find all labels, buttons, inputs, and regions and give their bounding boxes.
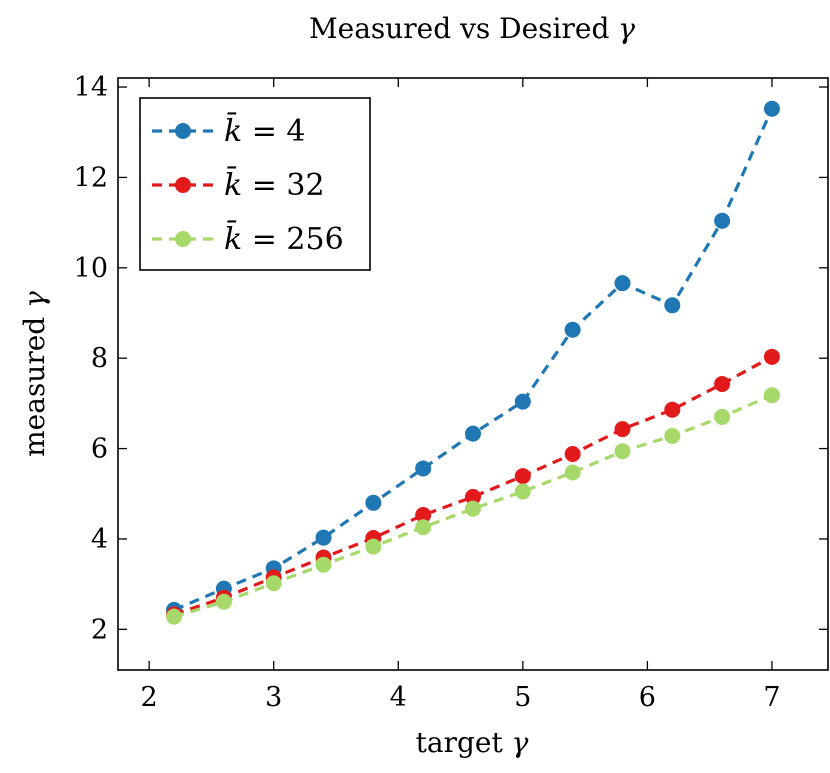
y-tick-label: 8: [91, 343, 108, 374]
data-point-series-2: [564, 464, 581, 481]
data-point-series-2: [514, 483, 531, 500]
data-point-series-0: [415, 460, 432, 477]
data-point-series-1: [763, 348, 780, 365]
y-tick-label: 14: [74, 72, 108, 103]
x-tick-label: 2: [141, 682, 158, 713]
data-point-series-0: [614, 275, 631, 292]
legend-marker-0: [175, 123, 191, 139]
data-point-series-1: [514, 468, 531, 485]
data-point-series-0: [315, 529, 332, 546]
y-tick-label: 12: [74, 162, 108, 193]
axis-ticks: 2 3 4 5 6 7 2 4 6 8 10 12 14: [74, 72, 828, 713]
data-point-series-2: [265, 575, 282, 592]
x-tick-label: 3: [265, 682, 282, 713]
legend: k̄ = 4 k̄ = 32 k̄ = 256: [139, 97, 371, 271]
data-point-series-0: [763, 100, 780, 117]
x-tick-label: 5: [514, 682, 531, 713]
data-point-series-2: [614, 443, 631, 460]
y-tick-label: 6: [91, 434, 108, 465]
data-point-series-1: [614, 421, 631, 438]
data-point-series-1: [564, 445, 581, 462]
series-layer: [166, 100, 780, 625]
data-point-series-2: [166, 608, 183, 625]
data-point-series-1: [465, 488, 481, 505]
x-tick-label: 6: [639, 682, 656, 713]
legend-label-2: k̄ = 256: [224, 219, 344, 257]
data-point-series-1: [714, 375, 731, 392]
plot-frame: [117, 77, 829, 671]
data-point-series-0: [465, 425, 481, 442]
x-tick-label: 7: [763, 682, 780, 713]
data-point-series-0: [564, 321, 581, 338]
data-point-series-0: [365, 494, 382, 511]
y-tick-label: 4: [91, 524, 108, 555]
x-axis-title: target γ: [416, 726, 529, 759]
data-point-series-2: [465, 500, 481, 517]
x-tick-label: 4: [390, 682, 407, 713]
data-point-series-2: [714, 408, 731, 425]
data-point-series-2: [763, 387, 780, 404]
data-point-series-2: [365, 538, 382, 555]
data-point-series-0: [714, 212, 731, 229]
data-point-series-0: [514, 393, 531, 410]
legend-marker-1: [175, 177, 191, 193]
data-point-series-2: [215, 593, 232, 610]
data-point-series-2: [664, 427, 681, 444]
chart-title: Measured vs Desired γ: [309, 12, 635, 45]
data-point-series-1: [664, 401, 681, 418]
legend-label-0: k̄ = 4: [224, 111, 305, 149]
data-point-series-0: [664, 297, 681, 314]
data-point-series-2: [415, 519, 432, 536]
y-tick-label: 10: [74, 253, 108, 284]
y-tick-label: 2: [91, 614, 108, 645]
data-point-series-1: [415, 506, 432, 523]
legend-marker-2: [175, 231, 191, 247]
legend-label-1: k̄ = 32: [224, 165, 325, 203]
y-axis-title: measured γ: [18, 291, 51, 457]
data-point-series-2: [315, 556, 332, 573]
